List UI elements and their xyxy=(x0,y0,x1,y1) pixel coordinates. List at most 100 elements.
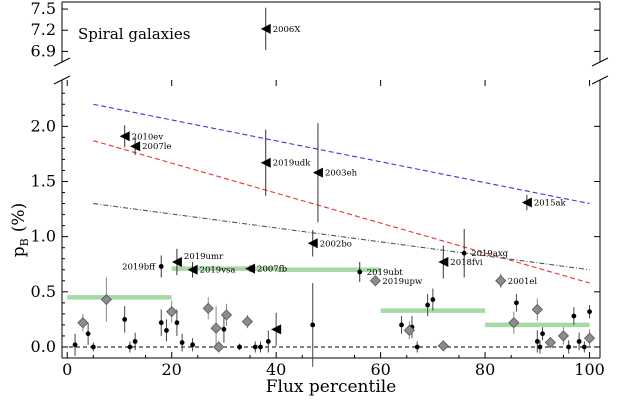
labeled-point-2019upw-label: 2019upw xyxy=(382,277,423,287)
dot-point-6 xyxy=(158,320,164,326)
labeled-point-2019ubt-marker xyxy=(357,269,363,275)
labeled-point-2015ak-marker xyxy=(521,197,532,208)
diamond-point-12 xyxy=(544,336,556,349)
diamond-point-2 xyxy=(166,306,178,318)
labeled-point-2001el-marker xyxy=(495,275,507,287)
labeled-point-2007le-marker xyxy=(130,141,141,152)
dot-point-20 xyxy=(425,302,431,308)
labeled-point-2002bo-marker xyxy=(307,238,318,249)
dot-point-2 xyxy=(90,344,96,350)
x-tick-label-80: 80 xyxy=(475,360,495,379)
triangle-point-0 xyxy=(271,324,282,335)
labeled-point-2019axg-marker xyxy=(461,250,467,256)
dot-point-25 xyxy=(540,331,545,337)
reference-line-red-dashed xyxy=(93,140,590,284)
diamond-point-4 xyxy=(210,322,222,334)
labeled-point-2019vsa-label: 2019vsa xyxy=(200,266,236,276)
dot-point-28 xyxy=(576,339,582,344)
dot-point-13 xyxy=(252,344,258,350)
dot-point-9 xyxy=(179,340,185,345)
dot-point-16 xyxy=(310,322,316,328)
y-upper-tick-label-7.5: 7.5 xyxy=(31,0,56,18)
y-tick-label-1.0: 1.0 xyxy=(31,227,56,246)
y-upper-tick-label-6.9: 6.9 xyxy=(31,41,56,60)
labeled-point-2010ev-marker xyxy=(119,131,130,142)
dot-point-17 xyxy=(399,322,404,328)
diamond-point-8 xyxy=(403,324,415,336)
dot-point-27 xyxy=(571,313,577,319)
labeled-point-2003eh-marker xyxy=(312,167,323,178)
labeled-point-2019axg-label: 2019axg xyxy=(471,249,508,259)
labeled-point-2019udk-marker xyxy=(260,157,271,168)
labeled-point-2007fb-label: 2007fb xyxy=(257,265,288,275)
dot-point-7 xyxy=(164,328,169,333)
labeled-point-2019bff-marker xyxy=(158,264,164,269)
x-tick-label-20: 20 xyxy=(162,360,182,379)
diamond-point-3 xyxy=(202,302,214,314)
dot-point-19 xyxy=(414,344,420,350)
diamond-point-0 xyxy=(77,317,89,329)
labeled-point-2019upw-marker xyxy=(369,275,381,287)
dot-point-1 xyxy=(85,331,91,337)
x-tick-label-40: 40 xyxy=(266,360,286,379)
labeled-point-2003eh-label: 2003eh xyxy=(325,169,358,179)
labeled-point-2006X-label: 2006X xyxy=(273,25,302,35)
dot-point-21 xyxy=(430,297,436,302)
labeled-point-2001el-label: 2001el xyxy=(508,277,538,287)
labeled-point-2018fvi-label: 2018fvi xyxy=(450,258,483,268)
y-axis-title: pB (%) xyxy=(9,203,31,257)
axis-break-left xyxy=(53,57,71,85)
dot-point-10 xyxy=(190,342,195,348)
dot-point-8 xyxy=(174,320,180,326)
labeled-point-2015ak-label: 2015ak xyxy=(534,198,567,208)
panel-label: Spiral galaxies xyxy=(78,25,190,43)
dot-point-29 xyxy=(581,344,587,350)
dot-point-23 xyxy=(534,339,540,344)
diamond-point-5 xyxy=(213,341,225,353)
diamond-point-6 xyxy=(220,309,233,321)
ticks-layer: 0 20 40 60 80 100 0.0 0.5 1.0 1.5 2.0 6.9 7.2 7.5 xyxy=(31,0,605,379)
y-axis-title-main: p xyxy=(9,246,29,257)
labeled-point-2019bff-label: 2019bff xyxy=(122,262,156,272)
labeled-point-2002bo-label: 2002bo xyxy=(320,239,352,249)
dot-point-11 xyxy=(221,326,227,332)
y-upper-tick-label-7.2: 7.2 xyxy=(31,20,56,39)
dot-point-3 xyxy=(122,316,128,322)
dot-point-14 xyxy=(258,344,263,350)
dot-point-4 xyxy=(127,344,133,350)
y-tick-label-1.5: 1.5 xyxy=(31,171,56,190)
labeled-point-2019umr-marker xyxy=(171,257,182,268)
dot-point-15 xyxy=(265,339,271,344)
reference-line-blue-dashed xyxy=(93,103,590,205)
labeled-point-2007fb-marker xyxy=(245,263,256,274)
diamond-point-13 xyxy=(557,330,570,342)
reference-line-gray-dashdot xyxy=(93,203,590,271)
dot-point-26 xyxy=(566,344,572,350)
y-tick-label-2.0: 2.0 xyxy=(31,116,56,135)
x-tick-label-100: 100 xyxy=(574,360,605,379)
labeled-point-2019udk-label: 2019udk xyxy=(273,159,312,169)
labeled-point-2010ev-label: 2010ev xyxy=(132,132,164,142)
diamond-point-1 xyxy=(100,293,112,306)
dot-point-30 xyxy=(587,309,592,315)
y-axis-title-sub: B xyxy=(18,238,31,246)
diamond-point-10 xyxy=(508,317,520,329)
y-tick-label-0.0: 0.0 xyxy=(31,337,56,356)
reference-lines-layer xyxy=(62,103,600,348)
x-tick-label-0: 0 xyxy=(62,360,72,379)
labeled-point-2019umr-label: 2019umr xyxy=(184,252,224,262)
dot-point-5 xyxy=(132,339,138,344)
labeled-point-2019vsa-marker xyxy=(187,264,198,275)
labeled-point-2019ubt-label: 2019ubt xyxy=(367,268,404,278)
diamond-point-14 xyxy=(583,332,596,344)
y-tick-label-0.5: 0.5 xyxy=(31,282,56,301)
labeled-point-2018fvi-marker xyxy=(438,257,449,268)
diamond-point-9 xyxy=(437,340,449,352)
svg-text:pB(%): pB (%) xyxy=(9,203,31,257)
diamond-point-11 xyxy=(531,303,543,316)
labeled-point-2006X-marker xyxy=(260,23,271,34)
x-tick-label-60: 60 xyxy=(370,360,390,379)
diamond-point-7 xyxy=(241,316,253,328)
